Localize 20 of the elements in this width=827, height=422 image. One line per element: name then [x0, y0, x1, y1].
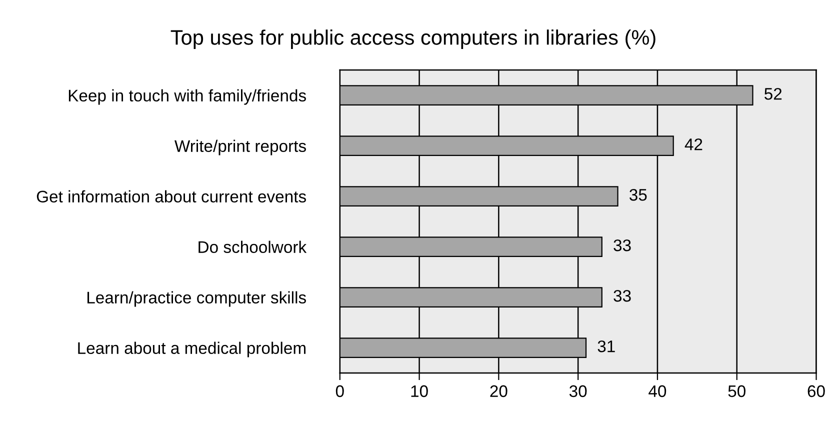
x-tick-label: 0 [336, 385, 344, 398]
chart-title: Top uses for public access computers in libraries (%) [170, 30, 656, 49]
x-tick-label: 60 [808, 385, 825, 398]
data-label: 52 [764, 88, 782, 100]
x-tick-label: 30 [569, 385, 587, 398]
data-label: 33 [614, 239, 631, 252]
data-label: 31 [598, 340, 615, 352]
y-tick-label: Do schoolwork [198, 240, 307, 254]
data-label: 35 [630, 188, 647, 201]
y-tick-label: Get information about current events [36, 190, 306, 203]
x-tick-label: 20 [490, 385, 508, 398]
data-label: 33 [614, 290, 631, 302]
x-tick-label: 50 [728, 385, 746, 398]
x-tick-label: 10 [411, 385, 428, 398]
data-label: 42 [684, 138, 702, 150]
y-tick-label: Keep in touch with family/friends [68, 89, 306, 105]
y-tick-label: Write/print reports [174, 140, 306, 156]
y-tick-label: Learn about a medical problem [78, 342, 306, 358]
y-tick-label: Learn/practice computer skills [87, 291, 306, 307]
x-tick-label: 40 [648, 385, 666, 398]
